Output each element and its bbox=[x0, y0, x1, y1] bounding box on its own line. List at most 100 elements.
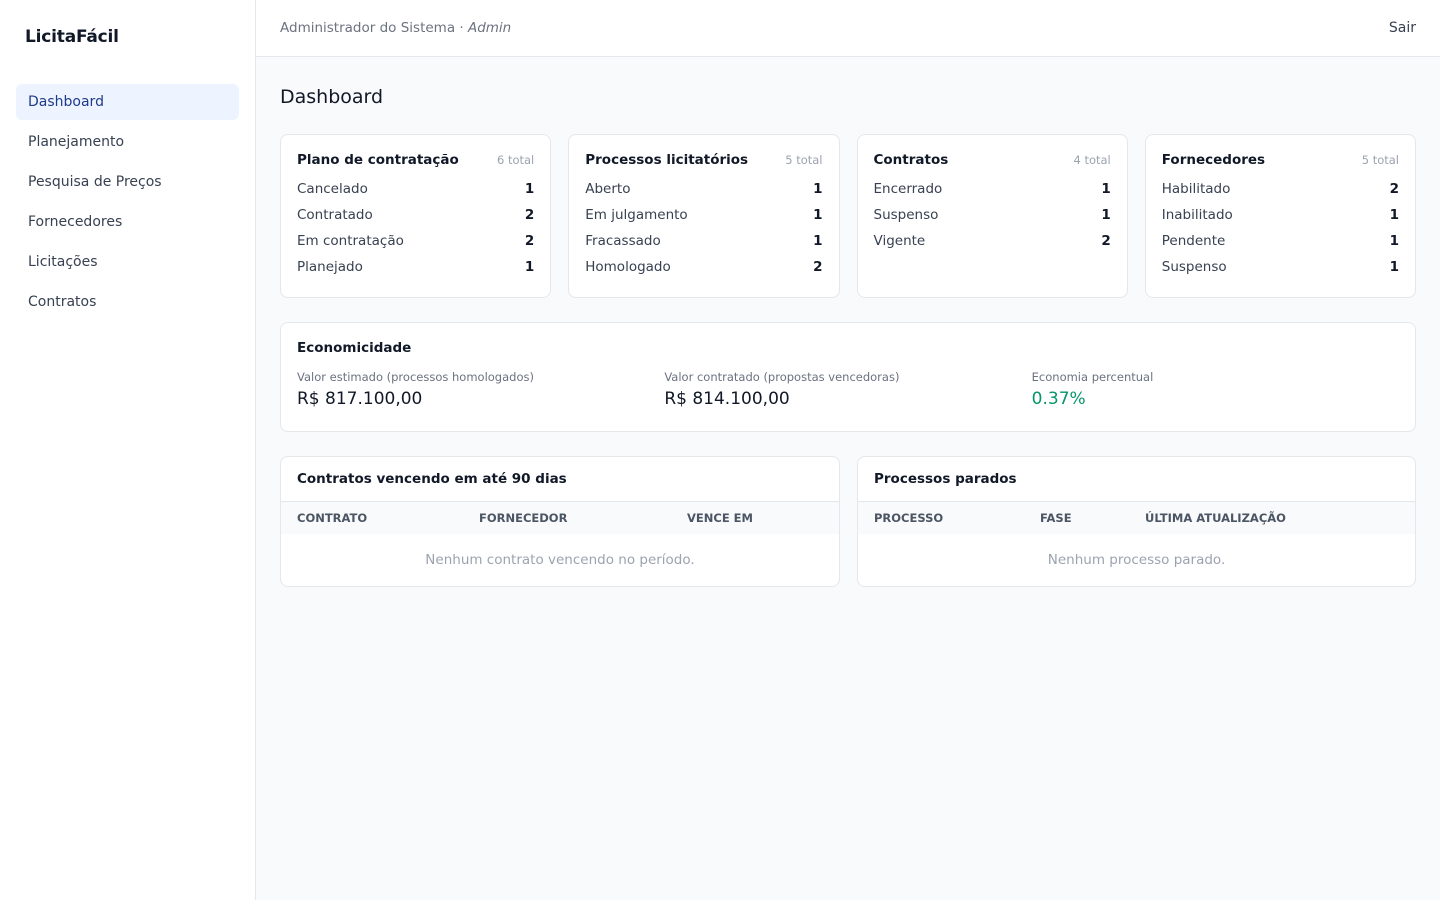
card-row: Encerrado 1 bbox=[874, 176, 1111, 202]
card-row: Aberto 1 bbox=[585, 176, 822, 202]
row-label: Em contratação bbox=[297, 233, 404, 249]
row-label: Fracassado bbox=[585, 233, 661, 249]
row-value: 1 bbox=[524, 259, 535, 275]
logout-button[interactable]: Sair bbox=[1388, 20, 1416, 36]
row-value: 1 bbox=[813, 181, 823, 197]
row-label: Contratado bbox=[297, 207, 373, 223]
card-row: Vigente 2 bbox=[874, 228, 1111, 254]
user-name: Administrador do Sistema bbox=[280, 20, 456, 36]
economicidade-panel: Economicidade Valor estimado (processos … bbox=[280, 322, 1416, 432]
card-row: Em contratação 2 bbox=[297, 228, 534, 254]
row-value: 1 bbox=[1389, 233, 1399, 249]
stalled-processes-panel: Processos parados PROCESSO FASE ÚLTIMA A… bbox=[857, 456, 1416, 587]
card-title: Fornecedores bbox=[1161, 152, 1266, 168]
row-value: 1 bbox=[1101, 181, 1111, 197]
topbar: Administrador do Sistema · Admin Sair bbox=[256, 0, 1440, 57]
panel-title: Processos parados bbox=[874, 471, 1017, 487]
row-label: Encerrado bbox=[873, 181, 943, 197]
sidebar-item-dashboard[interactable]: Dashboard bbox=[16, 84, 239, 120]
page-title: Dashboard bbox=[280, 86, 384, 108]
column-header-fornecedor[interactable]: FORNECEDOR bbox=[479, 511, 568, 525]
metric-value: R$ 817.100,00 bbox=[297, 389, 423, 409]
sidebar-item-pesquisa-de-precos[interactable]: Pesquisa de Preços bbox=[28, 174, 162, 190]
metric-label: Economia percentual bbox=[1031, 370, 1154, 384]
column-header-contrato[interactable]: CONTRATO bbox=[297, 511, 368, 525]
row-value: 2 bbox=[1101, 233, 1111, 249]
row-label: Suspenso bbox=[873, 207, 939, 223]
panel-title: Economicidade bbox=[297, 340, 412, 356]
row-value: 1 bbox=[813, 233, 823, 249]
row-value: 1 bbox=[524, 181, 535, 197]
sidebar-item-licitacoes[interactable]: Licitações bbox=[28, 254, 98, 270]
card-fornecedores: Fornecedores 5 total Habilitado 2 Inabili… bbox=[1144, 134, 1416, 298]
card-title: Processos licitatórios bbox=[585, 152, 749, 168]
savings-value: 0.37% bbox=[1031, 389, 1086, 409]
card-row: Pendente 1 bbox=[1162, 228, 1399, 254]
sidebar-nav: Dashboard Planejamento Pesquisa de Preço… bbox=[0, 78, 255, 320]
empty-state: Nenhum contrato vencendo no período. bbox=[425, 552, 695, 568]
card-row: Inabilitado 1 bbox=[1162, 202, 1399, 228]
dashboard-content: Dashboard Plano de contratação 6 total C… bbox=[256, 57, 1440, 587]
main-area: Administrador do Sistema · Admin Sair Da… bbox=[256, 0, 1440, 900]
row-label: Inabilitado bbox=[1161, 207, 1233, 223]
card-row: Suspenso 1 bbox=[1162, 254, 1399, 280]
expiring-contracts-panel: Contratos vencendo em até 90 dias CONTRA… bbox=[280, 456, 840, 587]
row-value: 1 bbox=[1389, 207, 1399, 223]
table-header: PROCESSO FASE ÚLTIMA ATUALIZAÇÃO bbox=[858, 502, 1415, 534]
card-row: Suspenso 1 bbox=[874, 202, 1111, 228]
card-total: 5 total bbox=[785, 153, 823, 167]
column-header-ultima-atualizacao[interactable]: ÚLTIMA ATUALIZAÇÃO bbox=[1145, 511, 1286, 525]
row-value: 1 bbox=[1101, 207, 1111, 223]
row-value: 1 bbox=[1389, 259, 1399, 275]
row-label: Cancelado bbox=[297, 181, 368, 197]
table-header: CONTRATO FORNECEDOR VENCE EM bbox=[281, 502, 839, 534]
sidebar-item-contratos[interactable]: Contratos bbox=[28, 294, 97, 310]
row-value: 1 bbox=[813, 207, 823, 223]
metric-label: Valor contratado (propostas vencedoras) bbox=[664, 370, 900, 384]
empty-state: Nenhum processo parado. bbox=[1047, 552, 1226, 568]
row-label: Aberto bbox=[585, 181, 631, 197]
savings-metric: Economia percentual 0.37% bbox=[1032, 370, 1399, 409]
tables-row: Contratos vencendo em até 90 dias CONTRA… bbox=[280, 456, 1416, 587]
panel-title: Contratos vencendo em até 90 dias bbox=[297, 471, 567, 487]
brand-logo[interactable]: LicitaFácil bbox=[25, 27, 119, 47]
row-value: 2 bbox=[813, 259, 823, 275]
row-value: 2 bbox=[524, 207, 535, 223]
card-row: Habilitado 2 bbox=[1162, 176, 1399, 202]
sidebar: LicitaFácil Dashboard Planejamento Pesqu… bbox=[0, 0, 256, 900]
card-total: 6 total bbox=[496, 153, 535, 167]
column-header-processo[interactable]: PROCESSO bbox=[874, 511, 944, 525]
sidebar-item-planejamento[interactable]: Planejamento bbox=[28, 134, 125, 150]
user-role: Admin bbox=[467, 20, 512, 36]
row-label: Homologado bbox=[585, 259, 671, 275]
card-total: 5 total bbox=[1361, 153, 1399, 167]
card-title: Plano de contratação bbox=[297, 152, 459, 168]
metric-label: Valor estimado (processos homologados) bbox=[297, 370, 534, 384]
row-value: 2 bbox=[524, 233, 535, 249]
card-row: Fracassado 1 bbox=[585, 228, 822, 254]
card-plano-de-contratacao: Plano de contratação 6 total Cancelado 1 … bbox=[280, 134, 552, 298]
row-label: Suspenso bbox=[1161, 259, 1227, 275]
metric-value: R$ 814.100,00 bbox=[664, 389, 790, 409]
summary-cards: Plano de contratação 6 total Cancelado 1 … bbox=[280, 134, 1416, 298]
column-header-vence-em[interactable]: VENCE EM bbox=[687, 511, 753, 525]
column-header-fase[interactable]: FASE bbox=[1040, 511, 1072, 525]
row-value: 2 bbox=[1389, 181, 1399, 197]
row-label: Habilitado bbox=[1161, 181, 1231, 197]
card-row: Em julgamento 1 bbox=[585, 202, 822, 228]
row-label: Em julgamento bbox=[585, 207, 688, 223]
card-total: 4 total bbox=[1073, 153, 1111, 167]
contracted-value-metric: Valor contratado (propostas vencedoras) … bbox=[664, 370, 1031, 409]
row-label: Planejado bbox=[297, 259, 363, 275]
card-contratos: Contratos 4 total Encerrado 1 Suspenso 1 V… bbox=[856, 134, 1128, 298]
current-user: Administrador do Sistema · Admin bbox=[280, 20, 511, 36]
card-row: Planejado 1 bbox=[297, 254, 534, 280]
card-row: Cancelado 1 bbox=[297, 176, 534, 202]
estimated-value-metric: Valor estimado (processos homologados) R… bbox=[297, 370, 664, 409]
sidebar-item-fornecedores[interactable]: Fornecedores bbox=[28, 214, 123, 230]
card-processos-licitatorios: Processos licitatórios 5 total Aberto 1 E… bbox=[568, 134, 840, 298]
row-label: Pendente bbox=[1161, 233, 1226, 249]
row-label: Vigente bbox=[873, 233, 926, 249]
user-separator: · bbox=[455, 20, 468, 36]
